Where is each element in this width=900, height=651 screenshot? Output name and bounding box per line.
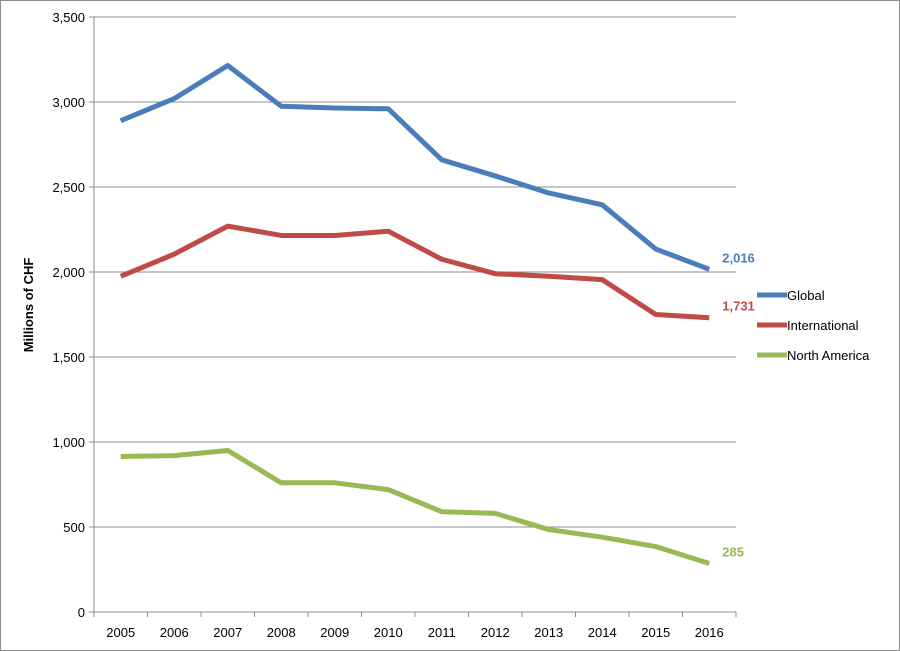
end-labels: 2,016 1,731 285 <box>722 250 755 559</box>
x-tick-label-2013: 2013 <box>534 625 563 640</box>
y-tick-label: 3,500 <box>52 10 85 25</box>
legend-label-global: Global <box>787 288 825 303</box>
y-tick-label: 2,500 <box>52 180 85 195</box>
x-tick-label-2010: 2010 <box>374 625 403 640</box>
x-tick-label-2012: 2012 <box>481 625 510 640</box>
axes <box>93 17 736 613</box>
legend-label-international: International <box>787 318 859 333</box>
legend-entry-global: Global <box>757 288 825 303</box>
series-line-international <box>119 223 710 321</box>
y-tick-labels: 0 500 1,000 1,500 2,000 2,500 3,000 3,500 <box>52 10 94 620</box>
legend-entry-international: International <box>757 318 859 333</box>
x-tick-labels: 2005 2006 2007 2008 2009 2010 2011 2012 2013 2014… <box>93 612 737 640</box>
x-tick-label-2015: 2015 <box>641 625 670 640</box>
y-tick-label: 500 <box>63 520 85 535</box>
x-tick-label-2005: 2005 <box>106 625 135 640</box>
y-tick-label: 1,500 <box>52 350 85 365</box>
x-tick-label-2008: 2008 <box>267 625 296 640</box>
y-tick-label: 0 <box>78 605 85 620</box>
x-tick-label-2014: 2014 <box>588 625 617 640</box>
legend: Global International North America <box>757 288 870 363</box>
y-axis-label: Millions of CHF <box>21 258 36 353</box>
end-label-north-america: 285 <box>722 545 744 560</box>
x-tick-label-2006: 2006 <box>160 625 189 640</box>
x-tick-label-2009: 2009 <box>320 625 349 640</box>
x-tick-label-2007: 2007 <box>213 625 242 640</box>
series-lines <box>119 62 711 566</box>
series-line-north-america <box>120 448 711 566</box>
series-line-global <box>119 62 711 272</box>
legend-entry-north-america: North America <box>757 348 870 363</box>
x-tick-label-2011: 2011 <box>428 625 456 640</box>
x-tick-label-2016: 2016 <box>695 625 724 640</box>
gridlines <box>94 16 736 528</box>
legend-label-north-america: North America <box>787 348 870 363</box>
y-tick-label: 2,000 <box>52 265 85 280</box>
end-label-global: 2,016 <box>722 250 755 265</box>
end-label-international: 1,731 <box>722 299 755 314</box>
y-tick-label: 3,000 <box>52 95 85 110</box>
y-tick-label: 1,000 <box>52 435 85 450</box>
